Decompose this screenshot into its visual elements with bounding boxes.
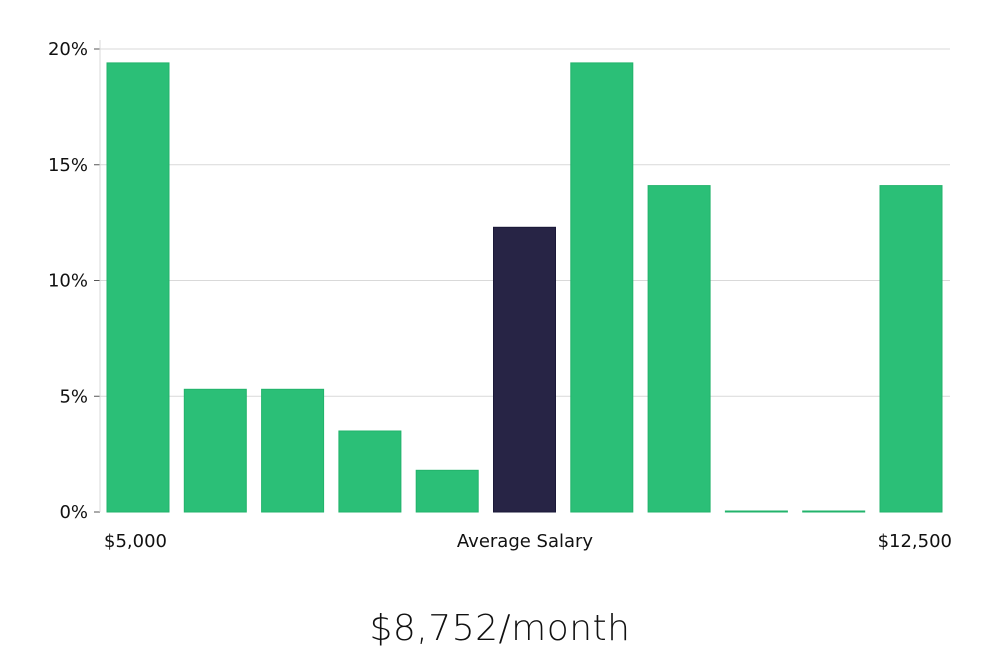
bar — [647, 185, 711, 513]
bar — [338, 430, 402, 513]
x-tick-label-max: $12,500 — [878, 531, 952, 552]
y-tick-label: 15% — [48, 155, 88, 176]
bar — [106, 62, 170, 513]
bar — [724, 510, 788, 513]
bar — [802, 510, 866, 513]
y-tick-label: 10% — [48, 271, 88, 292]
bar-average-salary — [493, 226, 556, 513]
bar — [879, 185, 943, 513]
y-tick-label: 5% — [59, 386, 88, 407]
bar — [183, 388, 247, 513]
salary-distribution-chart: 0% 5% 10% 15% 20% $5,000 Average Salary $12,… — [48, 39, 952, 552]
average-salary-value: $8,752/month — [369, 608, 631, 649]
bar — [415, 469, 479, 513]
bars — [106, 62, 943, 513]
x-tick-label-center: Average Salary — [457, 531, 594, 552]
bar — [570, 62, 634, 513]
y-axis-ticks: 0% 5% 10% 15% 20% — [48, 39, 100, 523]
x-tick-label-min: $5,000 — [104, 531, 167, 552]
bar — [261, 388, 325, 513]
y-tick-label: 0% — [59, 502, 88, 523]
y-tick-label: 20% — [48, 39, 88, 60]
